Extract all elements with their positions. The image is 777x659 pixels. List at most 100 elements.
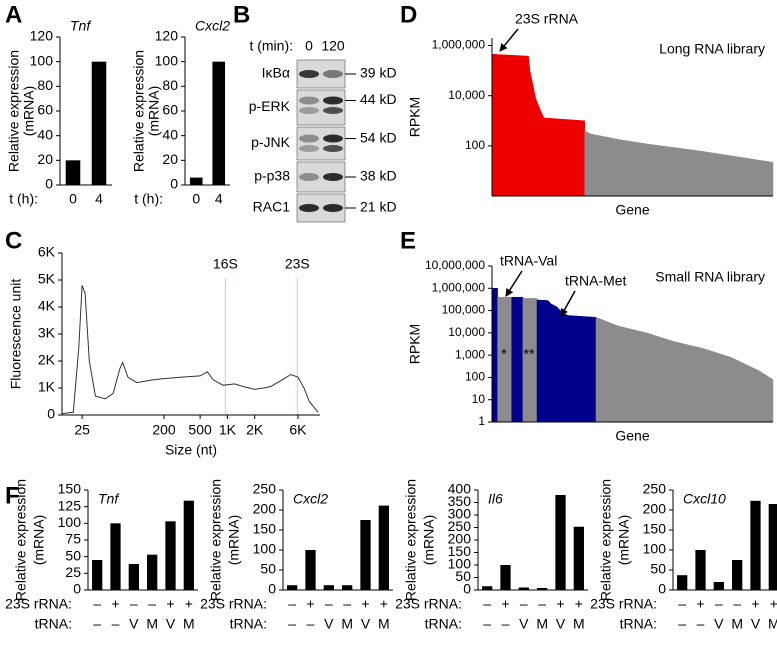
blot-band	[299, 173, 319, 181]
category-label: M	[146, 616, 158, 632]
y-tick-label: 20	[37, 151, 53, 167]
category-label: –	[307, 616, 315, 632]
protein-label: RAC1	[253, 199, 291, 215]
bar	[555, 495, 566, 590]
blot-band	[323, 173, 343, 181]
y-tick-label: 100,000	[442, 303, 486, 317]
y-tick-label: 1,000,000	[432, 280, 486, 294]
category-label: –	[93, 616, 101, 632]
y-tick-label: 50	[65, 547, 81, 563]
size-label: 44 kD	[360, 91, 397, 107]
x-tick-label: 6K	[289, 422, 307, 438]
category-row-label: 23S rRNA:	[5, 596, 72, 612]
y-tick-label: 150	[58, 481, 82, 497]
area	[584, 130, 774, 197]
category-label: +	[575, 596, 583, 612]
annotation: 23S rRNA	[515, 11, 579, 27]
y-tick-label: 250	[448, 518, 472, 534]
category-label: +	[380, 596, 388, 612]
bar	[183, 500, 194, 590]
annotation-arrow	[560, 290, 576, 317]
category-label: V	[714, 616, 724, 632]
bar	[212, 61, 226, 185]
blot-band	[299, 96, 319, 105]
annotation: tRNA-Met	[565, 273, 627, 289]
y-tick-label: 75	[65, 531, 81, 547]
size-label: 38 kD	[360, 168, 397, 184]
annotation: tRNA-Val	[500, 253, 557, 269]
category-label: +	[166, 596, 174, 612]
category-label: –	[288, 616, 296, 632]
time-label: t (min):	[249, 38, 293, 54]
bar	[768, 504, 777, 590]
annotation-arrow	[505, 270, 523, 297]
y-axis-label: Relative expression	[403, 479, 419, 601]
y-tick-label: 100	[253, 541, 277, 557]
y-tick-label: 0	[170, 176, 178, 192]
y-axis-label: RPKM	[407, 97, 423, 137]
y-tick-label: 0	[47, 406, 55, 422]
blot-band	[323, 145, 343, 153]
area	[595, 316, 774, 423]
x-tick-label: 2K	[246, 422, 264, 438]
chart-title: Il6	[488, 491, 503, 507]
y-axis-label: (mRNA)	[146, 86, 162, 137]
category-row-label: t (h):	[134, 191, 163, 207]
category-row-label: 23S rRNA:	[395, 596, 462, 612]
annotation: **	[524, 346, 535, 362]
category-label: V	[166, 616, 176, 632]
category-row-label: tRNA:	[425, 616, 462, 632]
y-tick-label: 100	[448, 556, 472, 572]
trace	[61, 285, 319, 415]
bar	[695, 550, 706, 590]
bar	[65, 160, 81, 185]
chart-title: Tnf	[98, 491, 120, 507]
category-label: +	[696, 596, 704, 612]
category-label: –	[343, 596, 351, 612]
y-tick-label: 60	[162, 102, 178, 118]
chart-title: Cxcl2	[293, 491, 328, 507]
bar	[147, 554, 158, 590]
blot-band	[299, 145, 319, 153]
y-tick-label: 400	[448, 481, 472, 497]
category-label: +	[770, 596, 777, 612]
panel-letter: D	[400, 1, 417, 28]
category-label: M	[378, 616, 390, 632]
category-label: +	[361, 596, 369, 612]
category-label: –	[130, 596, 138, 612]
x-tick-label: 500	[188, 422, 212, 438]
category-label: M	[731, 616, 743, 632]
category-row-label: tRNA:	[230, 616, 267, 632]
category-label: –	[483, 616, 491, 632]
marker-label: 23S	[285, 256, 310, 272]
bar	[713, 582, 724, 590]
y-tick-label: 10,000	[448, 325, 485, 339]
y-tick-label: 60	[37, 102, 53, 118]
chart-title: Tnf	[70, 18, 92, 34]
blot-band	[299, 204, 319, 212]
bar	[500, 565, 511, 590]
panel-letter: E	[400, 227, 416, 254]
y-tick-label: 120	[30, 28, 54, 44]
category-label: V	[129, 616, 139, 632]
category-label: –	[715, 596, 723, 612]
y-tick-label: 10,000	[448, 88, 485, 102]
y-tick-label: 250	[253, 481, 277, 497]
library-label: Small RNA library	[655, 269, 765, 285]
lane-label: 120	[321, 38, 345, 54]
y-tick-label: 6K	[38, 244, 56, 260]
y-tick-label: 1	[478, 414, 485, 428]
category-row-label: tRNA:	[35, 616, 72, 632]
y-axis-label: Relative expression	[6, 50, 22, 172]
y-tick-label: 100	[465, 138, 485, 152]
blot-band	[323, 134, 343, 143]
y-tick-label: 50	[650, 561, 666, 577]
protein-label: p-p38	[254, 168, 290, 184]
category-label: V	[519, 616, 529, 632]
category-label: –	[483, 596, 491, 612]
category-row-label: 23S rRNA:	[590, 596, 657, 612]
category-row-label: tRNA:	[620, 616, 657, 632]
library-label: Long RNA library	[659, 41, 765, 57]
x-axis-label: Gene	[615, 428, 649, 444]
y-tick-label: 2K	[38, 352, 56, 368]
